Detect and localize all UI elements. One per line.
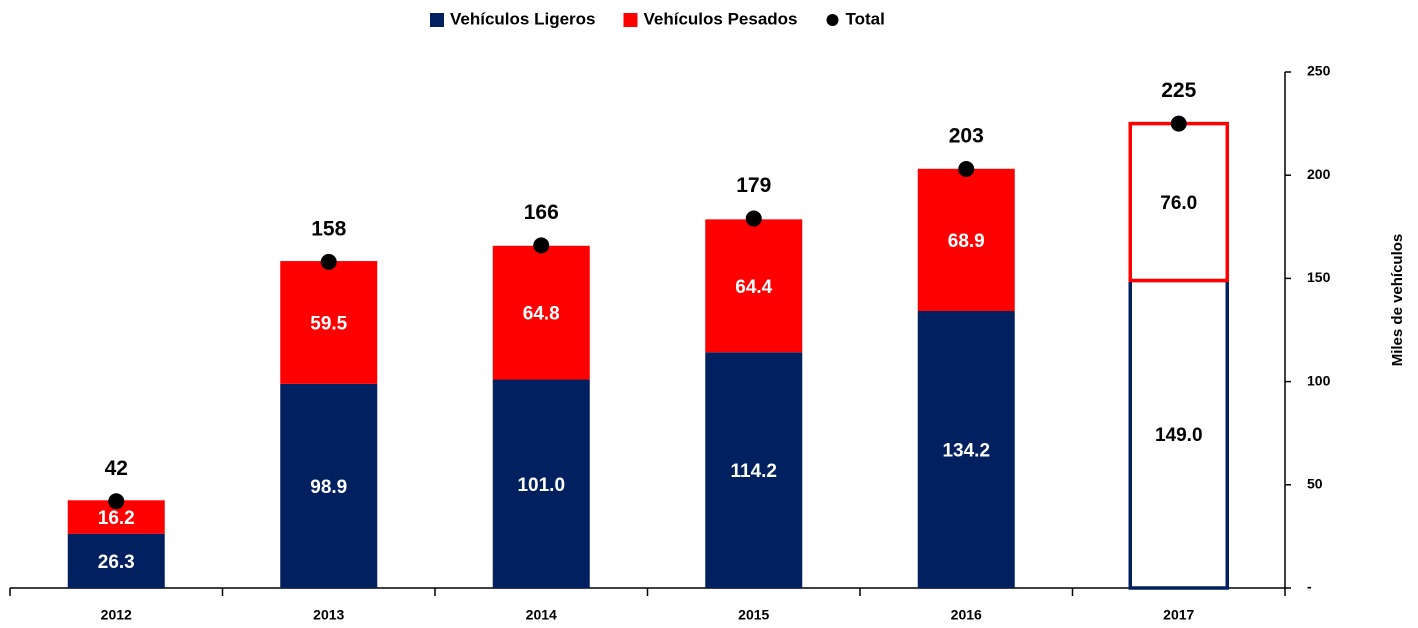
- x-tick-label: 2016: [951, 607, 982, 623]
- bar-label: 98.9: [310, 477, 347, 498]
- legend-marker: [430, 13, 444, 27]
- y-tick-label: 200: [1307, 166, 1331, 182]
- bar-label: 101.0: [517, 475, 565, 496]
- y-axis-title: Miles de vehículos: [1389, 234, 1406, 367]
- total-label: 42: [105, 457, 128, 480]
- total-label: 166: [524, 201, 559, 224]
- total-label: 179: [736, 174, 771, 197]
- bar-label: 76.0: [1160, 193, 1197, 214]
- bar: [492, 379, 590, 588]
- total-dot: [1170, 115, 1187, 132]
- bar: [705, 352, 803, 588]
- y-tick-label: 100: [1307, 372, 1331, 388]
- total-dot: [533, 237, 550, 254]
- y-tick-label: 250: [1307, 63, 1331, 79]
- bar-label: 64.4: [735, 277, 772, 298]
- bar-label: 149.0: [1155, 425, 1203, 446]
- total-dot: [745, 210, 762, 227]
- total-dot: [320, 253, 337, 270]
- bar-label: 64.8: [523, 304, 560, 325]
- total-label: 203: [949, 125, 984, 148]
- bar-label: 59.5: [310, 313, 347, 334]
- y-tick-label: -: [1307, 579, 1312, 595]
- bar: [705, 219, 803, 353]
- bar: [492, 245, 590, 380]
- bar: [1128, 278, 1229, 590]
- legend-marker: [826, 14, 839, 26]
- x-tick-label: 2015: [738, 607, 769, 623]
- y-tick-label: 50: [1307, 476, 1323, 492]
- bar-label: 26.3: [98, 552, 135, 573]
- x-tick-label: 2014: [526, 607, 557, 623]
- bar: [917, 168, 1015, 312]
- bar-label: 134.2: [942, 441, 990, 462]
- bar-label: 68.9: [948, 231, 985, 252]
- bar: [67, 533, 165, 588]
- bar-label: 114.2: [731, 461, 778, 482]
- x-tick-label: 2013: [313, 607, 344, 623]
- y-tick-label: 150: [1307, 269, 1331, 285]
- bar: [1128, 121, 1229, 283]
- x-tick-label: 2017: [1163, 607, 1194, 623]
- bar: [280, 261, 378, 384]
- legend-marker: [623, 13, 638, 27]
- legend-label: Vehículos Ligeros: [450, 9, 596, 28]
- legend-label: Vehículos Pesados: [644, 9, 798, 28]
- total-dot: [958, 161, 975, 178]
- x-tick-label: 2012: [101, 607, 132, 623]
- bar: [917, 311, 1015, 588]
- bar-label: 16.2: [98, 508, 135, 529]
- legend-label: Total: [846, 9, 885, 28]
- total-label: 158: [311, 217, 346, 240]
- total-label: 225: [1161, 79, 1196, 102]
- bar: [280, 383, 378, 588]
- total-dot: [108, 493, 125, 510]
